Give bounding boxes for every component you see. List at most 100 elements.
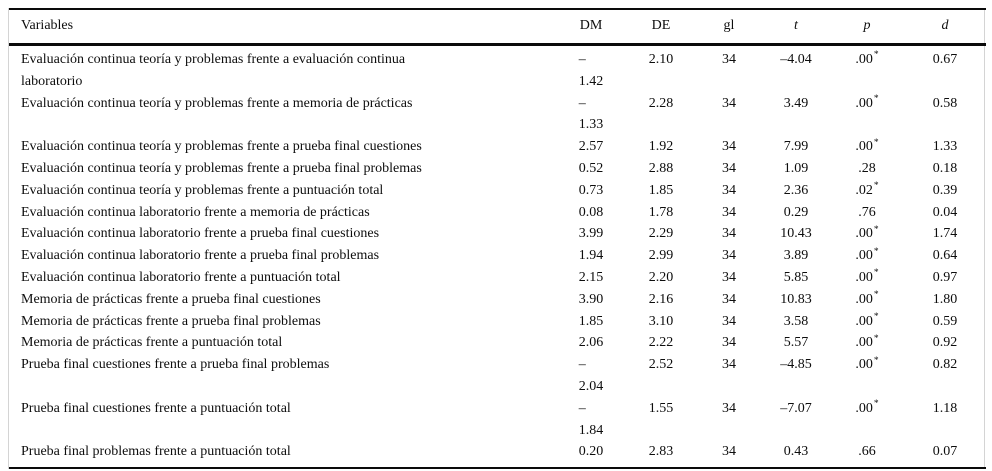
cell-p: .00* xyxy=(830,245,904,267)
cell-p: .00* xyxy=(830,398,904,442)
significance-asterisk: * xyxy=(873,355,879,366)
table-row: Evaluación continua laboratorio frente a… xyxy=(9,267,986,289)
variable-label: Memoria de prácticas frente a puntuación… xyxy=(21,335,283,351)
variable-label: Evaluación continua laboratorio frente a… xyxy=(21,226,380,242)
cell-dm: 2.15 xyxy=(556,267,626,289)
table-row: Memoria de prácticas frente a puntuación… xyxy=(9,332,986,354)
significance-asterisk: * xyxy=(873,311,879,322)
table-body: Evaluación continua teoría y problemas f… xyxy=(9,45,986,469)
cell-p: .02* xyxy=(830,180,904,202)
variable-label: Evaluación continua teoría y problemas f… xyxy=(21,52,406,89)
value-p: .00 xyxy=(855,52,873,67)
value-t: 10.83 xyxy=(780,291,812,307)
value-dm: 2.15 xyxy=(578,269,604,285)
cell-de: 1.85 xyxy=(626,180,696,202)
cell-dm: 3.99 xyxy=(556,223,626,245)
cell-p: .00* xyxy=(830,223,904,245)
cell-dm: – 1.42 xyxy=(556,45,626,93)
cell-gl: 34 xyxy=(696,332,762,354)
cell-p: .00* xyxy=(830,45,904,93)
value-gl: 34 xyxy=(722,248,736,264)
column-header-dm: DM xyxy=(556,9,626,46)
cell-t: –4.04 xyxy=(762,45,830,93)
value-dm: 0.52 xyxy=(578,160,604,176)
value-t: 3.49 xyxy=(783,95,809,111)
variable-label: Evaluación continua teoría y problemas f… xyxy=(21,139,422,155)
value-dm: – 1.42 xyxy=(578,52,604,89)
cell-variables: Evaluación continua teoría y problemas f… xyxy=(9,136,556,158)
cell-variables: Evaluación continua teoría y problemas f… xyxy=(9,180,556,202)
value-p: .00 xyxy=(855,95,873,111)
cell-d: 0.39 xyxy=(904,180,986,202)
cell-variables: Prueba final cuestiones frente a prueba … xyxy=(9,354,556,398)
cell-gl: 34 xyxy=(696,289,762,311)
cell-d: 0.67 xyxy=(904,45,986,93)
value-t: 10.43 xyxy=(780,226,812,242)
variable-label: Evaluación continua teoría y problemas f… xyxy=(21,182,384,198)
cell-t: 3.89 xyxy=(762,245,830,267)
cell-d: 0.92 xyxy=(904,332,986,354)
value-dm: 3.99 xyxy=(578,226,604,242)
value-p: .28 xyxy=(858,160,876,176)
table-row: Evaluación continua laboratorio frente a… xyxy=(9,223,986,245)
value-dm: – 1.33 xyxy=(578,95,604,133)
value-dm: 2.06 xyxy=(578,335,604,351)
value-gl: 34 xyxy=(722,313,736,329)
paired-comparisons-table: Variables DM DE gl t p d Evaluación cont… xyxy=(9,8,986,470)
variable-label: Evaluación continua teoría y problemas f… xyxy=(21,160,422,176)
variable-label: Evaluación continua laboratorio frente a… xyxy=(21,269,341,285)
table-row: Evaluación continua teoría y problemas f… xyxy=(9,45,986,93)
cell-dm: 0.20 xyxy=(556,441,626,468)
value-dm: 0.08 xyxy=(578,204,604,220)
cell-variables: Memoria de prácticas frente a prueba fin… xyxy=(9,311,556,333)
significance-asterisk: * xyxy=(873,268,879,279)
value-t: 1.09 xyxy=(783,160,809,176)
cell-variables: Prueba final problemas frente a puntuaci… xyxy=(9,441,556,468)
value-d: 0.97 xyxy=(932,269,958,285)
cell-d: 0.07 xyxy=(904,441,986,468)
value-p: .00 xyxy=(855,291,873,307)
value-de: 2.28 xyxy=(648,95,674,111)
table-row: Evaluación continua teoría y problemas f… xyxy=(9,158,986,180)
cell-variables: Evaluación continua laboratorio frente a… xyxy=(9,202,556,224)
value-t: 3.58 xyxy=(783,313,809,329)
column-header-p: p xyxy=(830,9,904,46)
cell-t: 0.29 xyxy=(762,202,830,224)
value-t: 3.89 xyxy=(783,248,809,264)
value-gl: 34 xyxy=(722,204,736,220)
value-d: 1.18 xyxy=(932,400,958,416)
cell-p: .76 xyxy=(830,202,904,224)
variable-label: Memoria de prácticas frente a prueba fin… xyxy=(21,291,321,307)
cell-de: 2.88 xyxy=(626,158,696,180)
value-d: 1.80 xyxy=(932,291,958,307)
value-de: 1.78 xyxy=(648,204,674,220)
significance-asterisk: * xyxy=(873,137,879,148)
cell-de: 2.22 xyxy=(626,332,696,354)
value-t: 5.85 xyxy=(783,269,809,285)
table-row: Evaluación continua teoría y problemas f… xyxy=(9,180,986,202)
value-t: 2.36 xyxy=(783,182,809,198)
cell-variables: Memoria de prácticas frente a prueba fin… xyxy=(9,289,556,311)
cell-variables: Evaluación continua laboratorio frente a… xyxy=(9,267,556,289)
value-p: .00 xyxy=(855,357,873,373)
value-gl: 34 xyxy=(722,269,736,285)
value-p: .66 xyxy=(858,444,876,460)
cell-d: 0.97 xyxy=(904,267,986,289)
table-row: Prueba final cuestiones frente a prueba … xyxy=(9,354,986,398)
variable-label: Memoria de prácticas frente a prueba fin… xyxy=(21,313,321,329)
value-gl: 34 xyxy=(722,291,736,307)
value-t: 0.29 xyxy=(783,204,809,220)
column-header-de: DE xyxy=(626,9,696,46)
cell-dm: 2.57 xyxy=(556,136,626,158)
value-d: 1.33 xyxy=(932,139,958,155)
value-de: 2.52 xyxy=(648,357,674,373)
significance-asterisk: * xyxy=(873,246,879,257)
variable-label: Evaluación continua teoría y problemas f… xyxy=(21,95,413,111)
significance-asterisk: * xyxy=(873,224,879,235)
cell-p: .66 xyxy=(830,441,904,468)
value-gl: 34 xyxy=(722,160,736,176)
cell-p: .00* xyxy=(830,136,904,158)
cell-dm: – 2.04 xyxy=(556,354,626,398)
table-row: Evaluación continua teoría y problemas f… xyxy=(9,93,986,137)
cell-dm: 2.06 xyxy=(556,332,626,354)
